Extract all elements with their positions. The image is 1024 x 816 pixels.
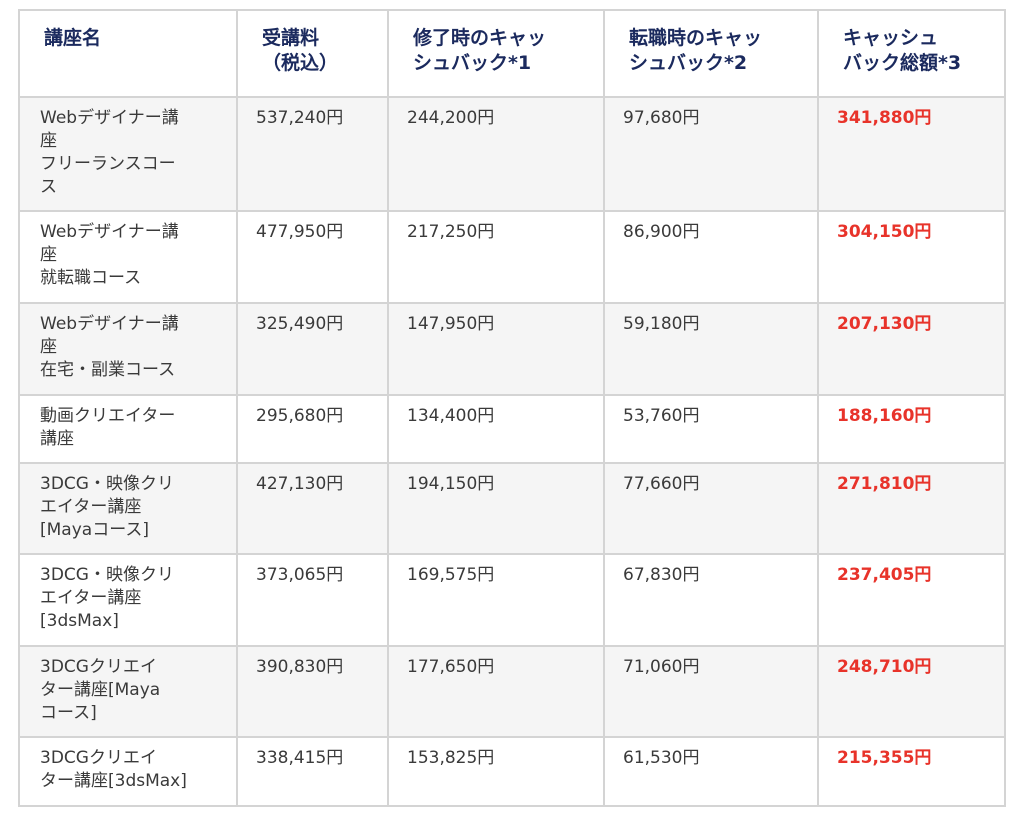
table-row: 3DCGクリエイ ター講座[3dsMax] 338,415円 153,825円 … bbox=[18, 736, 1006, 807]
job-change-cashback-cell: 77,660円 bbox=[603, 462, 819, 555]
header-fee-line1: 受講料 bbox=[262, 27, 320, 49]
table-row: 3DCG・映像クリ エイター講座 [Mayaコース] 427,130円 194,… bbox=[18, 462, 1006, 555]
course-name-line: [Mayaコース] bbox=[40, 520, 149, 540]
completion-cashback-cell: 134,400円 bbox=[387, 394, 605, 464]
total-cashback-cell: 304,150円 bbox=[817, 210, 1006, 304]
table-row: Webデザイナー講 座 在宅・副業コース 325,490円 147,950円 5… bbox=[18, 302, 1006, 396]
fee-cell: 477,950円 bbox=[236, 210, 389, 304]
course-name-cell: 動画クリエイター 講座 bbox=[18, 394, 238, 464]
cashback-table-container: 講座名 受講料 （税込） 修了時のキャッ シュバック*1 転職時のキャッ シュバ… bbox=[18, 9, 1006, 807]
table-row: 動画クリエイター 講座 295,680円 134,400円 53,760円 18… bbox=[18, 394, 1006, 464]
header-total-cashback: キャッシュ バック総額*3 bbox=[817, 9, 1006, 98]
course-name-cell: Webデザイナー講 座 就転職コース bbox=[18, 210, 238, 304]
job-change-cashback-cell: 61,530円 bbox=[603, 736, 819, 807]
job-change-cashback-cell: 86,900円 bbox=[603, 210, 819, 304]
completion-cashback-cell: 194,150円 bbox=[387, 462, 605, 555]
course-name-line: コース] bbox=[40, 703, 97, 723]
table-row: Webデザイナー講 座 フリーランスコー ス 537,240円 244,200円… bbox=[18, 96, 1006, 212]
total-cashback-cell: 248,710円 bbox=[817, 645, 1006, 738]
completion-cashback-cell: 217,250円 bbox=[387, 210, 605, 304]
course-name-line: 講座 bbox=[40, 429, 74, 449]
header-fee-line2: （税込） bbox=[262, 52, 339, 74]
header-job-change-cashback-line1: 転職時のキャッ bbox=[629, 27, 763, 49]
completion-cashback-cell: 147,950円 bbox=[387, 302, 605, 396]
header-job-change-cashback: 転職時のキャッ シュバック*2 bbox=[603, 9, 819, 98]
header-completion-cashback-line2: シュバック*1 bbox=[413, 52, 532, 74]
course-name-line: Webデザイナー講 bbox=[40, 108, 179, 128]
course-name-line: 3DCGクリエイ bbox=[40, 748, 157, 768]
course-name-line: フリーランスコー bbox=[40, 154, 176, 174]
course-name-line: 就転職コース bbox=[40, 268, 142, 288]
total-cashback-cell: 215,355円 bbox=[817, 736, 1006, 807]
course-name-line: Webデザイナー講 bbox=[40, 222, 179, 242]
table-row: Webデザイナー講 座 就転職コース 477,950円 217,250円 86,… bbox=[18, 210, 1006, 304]
completion-cashback-cell: 177,650円 bbox=[387, 645, 605, 738]
job-change-cashback-cell: 97,680円 bbox=[603, 96, 819, 212]
fee-cell: 325,490円 bbox=[236, 302, 389, 396]
header-row: 講座名 受講料 （税込） 修了時のキャッ シュバック*1 転職時のキャッ シュバ… bbox=[18, 9, 1006, 98]
total-cashback-cell: 271,810円 bbox=[817, 462, 1006, 555]
fee-cell: 427,130円 bbox=[236, 462, 389, 555]
course-name-line: エイター講座 bbox=[40, 497, 142, 517]
course-name-cell: 3DCGクリエイ ター講座[3dsMax] bbox=[18, 736, 238, 807]
completion-cashback-cell: 244,200円 bbox=[387, 96, 605, 212]
completion-cashback-cell: 153,825円 bbox=[387, 736, 605, 807]
job-change-cashback-cell: 71,060円 bbox=[603, 645, 819, 738]
fee-cell: 373,065円 bbox=[236, 553, 389, 647]
total-cashback-cell: 188,160円 bbox=[817, 394, 1006, 464]
fee-cell: 537,240円 bbox=[236, 96, 389, 212]
course-name-line: 3DCG・映像クリ bbox=[40, 474, 174, 494]
course-name-cell: 3DCG・映像クリ エイター講座 [Mayaコース] bbox=[18, 462, 238, 555]
header-total-cashback-line1: キャッシュ bbox=[843, 27, 939, 49]
total-cashback-cell: 341,880円 bbox=[817, 96, 1006, 212]
job-change-cashback-cell: 59,180円 bbox=[603, 302, 819, 396]
header-completion-cashback: 修了時のキャッ シュバック*1 bbox=[387, 9, 605, 98]
total-cashback-cell: 207,130円 bbox=[817, 302, 1006, 396]
fee-cell: 390,830円 bbox=[236, 645, 389, 738]
header-course-name-label: 講座名 bbox=[44, 27, 102, 49]
header-completion-cashback-line1: 修了時のキャッ bbox=[413, 27, 547, 49]
course-name-line: [3dsMax] bbox=[40, 611, 119, 631]
header-job-change-cashback-line2: シュバック*2 bbox=[629, 52, 748, 74]
table-row: 3DCGクリエイ ター講座[Maya コース] 390,830円 177,650… bbox=[18, 645, 1006, 738]
course-name-line: 座 bbox=[40, 245, 57, 265]
course-name-line: 座 bbox=[40, 337, 57, 357]
course-name-line: 3DCGクリエイ bbox=[40, 657, 157, 677]
completion-cashback-cell: 169,575円 bbox=[387, 553, 605, 647]
header-course-name: 講座名 bbox=[18, 9, 238, 98]
course-name-line: 動画クリエイター bbox=[40, 406, 176, 426]
course-name-line: ター講座[Maya bbox=[40, 680, 161, 700]
course-name-line: 在宅・副業コース bbox=[40, 360, 176, 380]
course-name-cell: Webデザイナー講 座 フリーランスコー ス bbox=[18, 96, 238, 212]
job-change-cashback-cell: 67,830円 bbox=[603, 553, 819, 647]
course-name-cell: 3DCGクリエイ ター講座[Maya コース] bbox=[18, 645, 238, 738]
cashback-table: 講座名 受講料 （税込） 修了時のキャッ シュバック*1 転職時のキャッ シュバ… bbox=[18, 9, 1006, 807]
course-name-cell: Webデザイナー講 座 在宅・副業コース bbox=[18, 302, 238, 396]
course-name-line: Webデザイナー講 bbox=[40, 314, 179, 334]
fee-cell: 338,415円 bbox=[236, 736, 389, 807]
course-name-cell: 3DCG・映像クリ エイター講座 [3dsMax] bbox=[18, 553, 238, 647]
job-change-cashback-cell: 53,760円 bbox=[603, 394, 819, 464]
course-name-line: ス bbox=[40, 177, 57, 197]
table-row: 3DCG・映像クリ エイター講座 [3dsMax] 373,065円 169,5… bbox=[18, 553, 1006, 647]
course-name-line: 3DCG・映像クリ bbox=[40, 565, 174, 585]
total-cashback-cell: 237,405円 bbox=[817, 553, 1006, 647]
table-body: Webデザイナー講 座 フリーランスコー ス 537,240円 244,200円… bbox=[18, 96, 1006, 807]
course-name-line: ター講座[3dsMax] bbox=[40, 771, 187, 791]
fee-cell: 295,680円 bbox=[236, 394, 389, 464]
header-fee: 受講料 （税込） bbox=[236, 9, 389, 98]
course-name-line: エイター講座 bbox=[40, 588, 142, 608]
course-name-line: 座 bbox=[40, 131, 57, 151]
table-header: 講座名 受講料 （税込） 修了時のキャッ シュバック*1 転職時のキャッ シュバ… bbox=[18, 9, 1006, 98]
header-total-cashback-line2: バック総額*3 bbox=[843, 52, 962, 74]
